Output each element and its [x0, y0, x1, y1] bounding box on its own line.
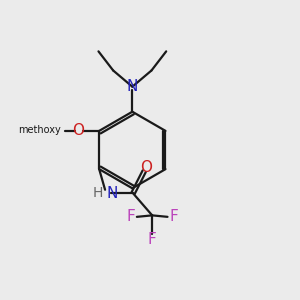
Text: O: O: [140, 160, 152, 175]
Text: N: N: [127, 79, 138, 94]
Text: O: O: [72, 123, 84, 138]
Text: F: F: [169, 209, 178, 224]
Text: methoxy: methoxy: [18, 125, 61, 135]
Text: H: H: [92, 186, 103, 200]
Text: F: F: [148, 232, 157, 247]
Text: F: F: [127, 209, 135, 224]
Text: N: N: [106, 186, 118, 201]
